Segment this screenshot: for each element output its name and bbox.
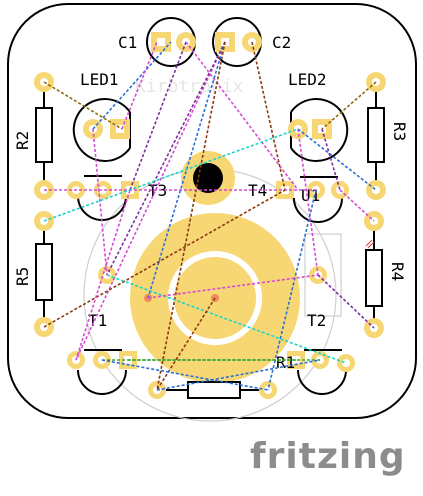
label-led2: LED2 (288, 70, 327, 89)
resistor-r4: R4 (364, 211, 407, 338)
label-r4: R4 (388, 262, 407, 281)
fritzing-logo: fritzing (250, 436, 406, 477)
resistor-r1: R1 (148, 353, 295, 399)
label-c1: C1 (118, 33, 137, 52)
label-led1: LED1 (80, 70, 119, 89)
label-u1: U1 (301, 186, 320, 205)
label-t4: T4 (248, 181, 267, 200)
label-c2: C2 (272, 33, 291, 52)
r4-marker (365, 239, 375, 249)
watermark-text: Kirbtronix (135, 76, 244, 97)
board-outline (7, 3, 417, 419)
mount-hole (181, 151, 235, 205)
label-r5: R5 (13, 267, 32, 286)
label-r2: R2 (13, 131, 32, 150)
label-r3: R3 (390, 122, 409, 141)
ratsnest-lines (43, 41, 377, 391)
label-t2: T2 (307, 311, 326, 330)
label-r1: R1 (276, 353, 295, 372)
